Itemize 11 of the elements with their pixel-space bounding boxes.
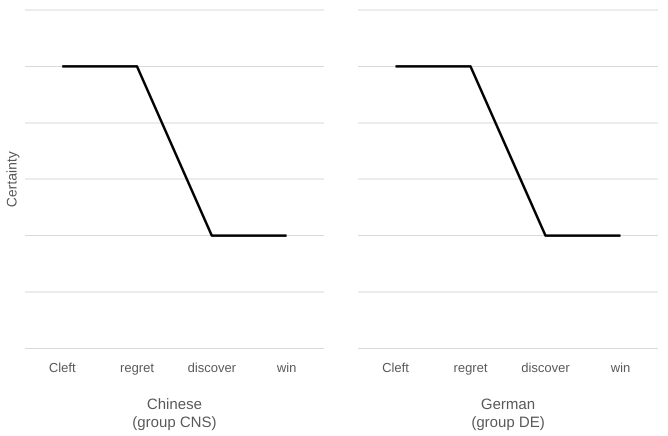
x-axis-title: Chinese (group CNS) bbox=[132, 396, 216, 432]
x-tick-label: win bbox=[610, 360, 630, 375]
x-tick-label: win bbox=[276, 360, 296, 375]
x-tick-label: Cleft bbox=[382, 360, 410, 375]
y-axis-title: Certainty bbox=[3, 151, 20, 208]
x-tick-label: regret bbox=[120, 360, 154, 375]
x-tick-label: regret bbox=[454, 360, 488, 375]
x-tick-label: Cleft bbox=[48, 360, 76, 375]
x-tick-label: discover bbox=[188, 360, 237, 375]
x-axis-title: German (group DE) bbox=[471, 396, 545, 432]
x-tick-label: discover bbox=[521, 360, 570, 375]
